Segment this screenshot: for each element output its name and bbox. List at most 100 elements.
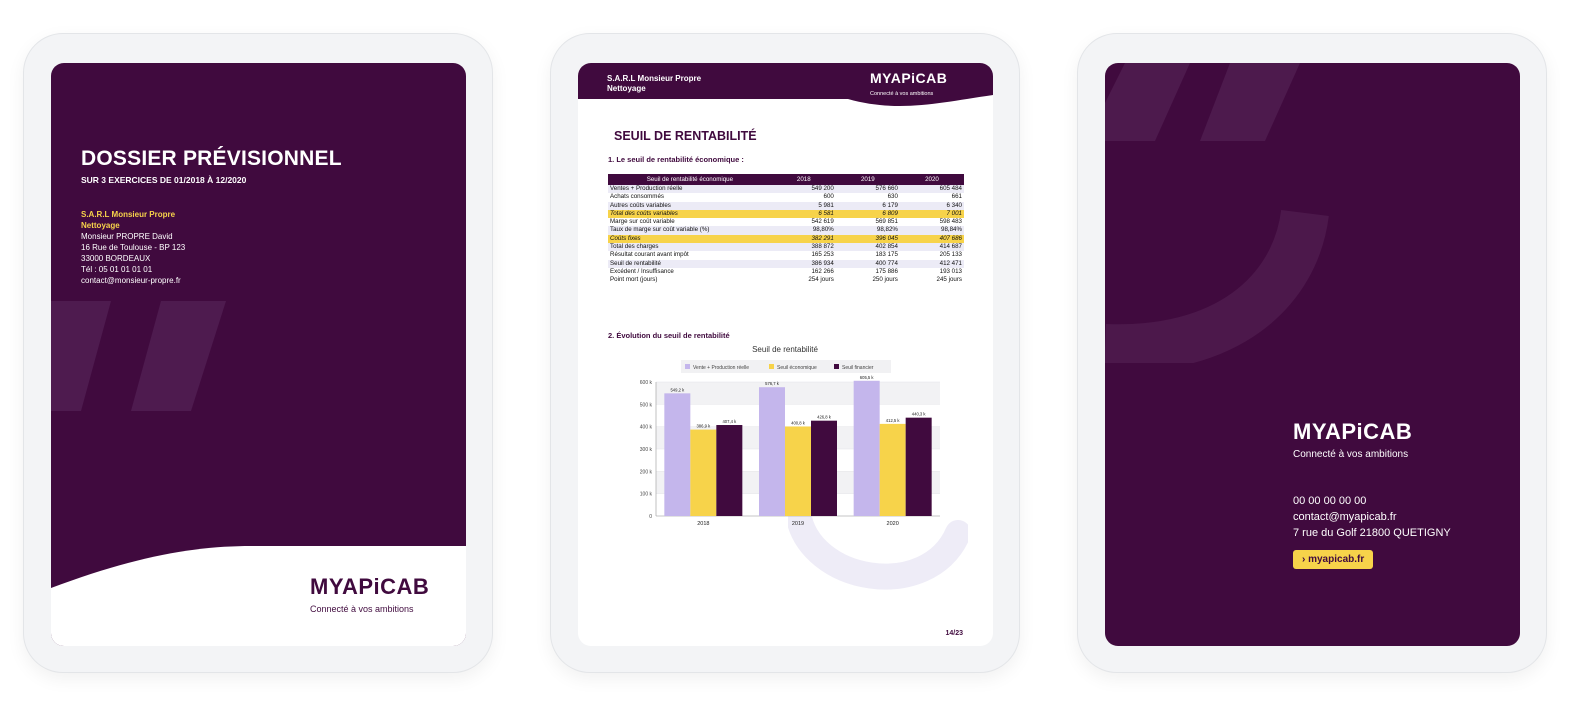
- table-row: Total des coûts variables 6 581 6 809 7 001: [608, 209, 964, 219]
- table-cell-label: Ventes + Production réelle: [608, 185, 772, 194]
- table-header-2018: 2018: [771, 174, 836, 185]
- y-tick-label: 300 k: [640, 447, 653, 453]
- table-cell-value: 569 851: [875, 218, 898, 226]
- legend-label: Seuil économique: [777, 365, 817, 371]
- section-title: SEUIL DE RENTABILITÉ: [614, 129, 757, 143]
- back-page: MYAPiCAB Connecté à vos ambitions 00 00 …: [1105, 63, 1520, 646]
- tablet-back: MYAPiCAB Connecté à vos ambitions 00 00 …: [1077, 33, 1547, 673]
- brand-logo-back: MYAPiCAB: [1293, 419, 1413, 444]
- table-cell-value: 6 340: [899, 201, 964, 210]
- table-cell-value: 542 619: [811, 218, 834, 226]
- table-cell-value: 576 660: [835, 185, 900, 194]
- table-header-2019: 2019: [835, 174, 900, 185]
- table-cell-value: 98,82%: [835, 226, 900, 235]
- subsection-heading-2: 2. Évolution du seuil de rentabilité: [608, 331, 730, 340]
- brand-tagline: Connecté à vos ambitions: [310, 604, 414, 614]
- data-label: 576,7 k: [765, 381, 780, 386]
- table-row: Coûts fixes 382 291 396 045 407 686: [608, 234, 964, 244]
- table-cell-value: 600: [823, 193, 834, 201]
- table-cell-value: 412 471: [899, 259, 964, 268]
- header-company-name: S.A.R.L Monsieur Propre: [607, 74, 702, 83]
- quote-decoration-back: [1105, 63, 1329, 363]
- y-tick-label: 500 k: [640, 402, 653, 408]
- cover-subtitle: SUR 3 EXERCICES DE 01/2018 À 12/2020: [81, 175, 247, 185]
- legend-label: Seuil financier: [842, 365, 874, 371]
- report-header-band: [578, 63, 993, 107]
- table-cell-value: 162 266: [811, 267, 834, 275]
- table-row: Ventes + Production réelle 549 200 576 660…: [608, 185, 964, 194]
- address-line-1: 16 Rue de Toulouse - BP 123: [81, 243, 186, 252]
- y-tick-label: 200 k: [640, 469, 653, 475]
- table-row: Marge sur coût variable 542 619 569 851 598…: [608, 218, 964, 226]
- cover-company-info: S.A.R.L Monsieur Propre Nettoyage Monsie…: [81, 209, 185, 286]
- contact-name: Monsieur PROPRE David: [81, 232, 173, 241]
- table-cell-value: 183 175: [875, 251, 898, 259]
- data-label: 549,2 k: [670, 387, 685, 392]
- table-cell-label: Point mort (jours): [610, 276, 658, 284]
- table-cell-label: Autres coûts variables: [608, 201, 772, 210]
- table-cell-label: Excédent / Insuffisance: [610, 267, 674, 275]
- table-cell-label: Coûts fixes: [608, 234, 772, 244]
- y-tick-label: 100 k: [640, 492, 653, 498]
- report-page: S.A.R.L Monsieur Propre Nettoyage MYAPiC…: [578, 63, 993, 646]
- data-label: 386,9 k: [696, 424, 711, 429]
- table-cell-value: 407 686: [899, 234, 964, 244]
- table-row: Taux de marge sur coût variable (%) 98,80…: [608, 226, 964, 235]
- table-cell-label: Taux de marge sur coût variable (%): [608, 226, 772, 235]
- company-name: S.A.R.L Monsieur Propre: [81, 210, 176, 219]
- y-tick-label: 600 k: [640, 380, 653, 386]
- data-label: 605,5 k: [860, 375, 875, 380]
- table-cell-value: 396 045: [835, 234, 900, 244]
- legend-label: Vente + Production réelle: [693, 365, 749, 371]
- legend-swatch: [685, 364, 690, 369]
- table-cell-value: 205 133: [939, 251, 962, 259]
- email: contact@monsieur-propre.fr: [81, 276, 181, 285]
- table-cell-label: Marge sur coût variable: [610, 218, 675, 226]
- bar-2020-2: [905, 417, 932, 516]
- table-cell-value: 193 013: [939, 267, 962, 275]
- table-cell-value: 400 774: [835, 259, 900, 268]
- table-cell-value: 386 934: [771, 259, 836, 268]
- tablet-cover: DOSSIER PRÉVISIONNEL SUR 3 EXERCICES DE …: [23, 33, 493, 673]
- table-row: Résultat courant avant impôt 165 253 183 1…: [608, 251, 964, 259]
- background-decoration: [788, 500, 968, 590]
- data-label: 440,3 k: [912, 412, 927, 417]
- bar-2018-1: [690, 429, 717, 516]
- table-header-row: Seuil de rentabilité économique 2018 201…: [608, 174, 964, 185]
- header-company: S.A.R.L Monsieur Propre Nettoyage: [607, 74, 701, 94]
- legend-swatch: [769, 364, 774, 369]
- table-header-label: Seuil de rentabilité économique: [608, 174, 772, 185]
- address-line-2: 33000 BORDEAUX: [81, 254, 151, 263]
- table-cell-value: 175 886: [875, 267, 898, 275]
- tablet-report: S.A.R.L Monsieur Propre Nettoyage MYAPiC…: [550, 33, 1020, 673]
- back-logo: MYAPiCAB Connecté à vos ambitions: [1293, 419, 1413, 461]
- page-number: 14/23: [945, 630, 963, 637]
- x-tick-label: 2020: [887, 521, 899, 527]
- table-cell-value: 549 200: [771, 185, 836, 194]
- table-cell-value: 98,80%: [771, 226, 836, 235]
- back-phone: 00 00 00 00 00: [1293, 495, 1367, 507]
- phone: Tél : 05 01 01 01 01: [81, 265, 153, 274]
- x-tick-label: 2018: [697, 521, 709, 527]
- subsection-heading-1: 1. Le seuil de rentabilité économique :: [608, 155, 744, 164]
- table-cell-value: 250 jours: [872, 276, 898, 284]
- header-company-activity: Nettoyage: [607, 84, 646, 93]
- y-tick-label: 0: [649, 514, 652, 520]
- table-row: Total des charges 388 872 402 854 414 687: [608, 243, 964, 252]
- table-cell-value: 414 687: [899, 243, 964, 252]
- table-cell-value: 245 jours: [936, 276, 962, 284]
- data-label: 407,4 k: [722, 419, 737, 424]
- table-cell-value: 165 253: [811, 251, 834, 259]
- table-row: Achats consommés 600 630 661: [608, 193, 964, 201]
- table-cell-value: 6 809: [835, 209, 900, 219]
- table-cell-value: 7 001: [899, 209, 964, 219]
- table-cell-value: 254 jours: [808, 276, 834, 284]
- website-button[interactable]: › myapicab.fr: [1293, 550, 1374, 569]
- bar-2018-2: [716, 425, 743, 516]
- table-cell-value: 6 179: [835, 201, 900, 210]
- brand-logo-small: MYAPiCAB: [870, 70, 948, 86]
- table-cell-label: Résultat courant avant impôt: [610, 251, 689, 259]
- cover-logo: MYAPiCAB Connecté à vos ambitions: [310, 576, 429, 615]
- bar-2019-1: [785, 426, 811, 516]
- grid-band: [656, 382, 940, 405]
